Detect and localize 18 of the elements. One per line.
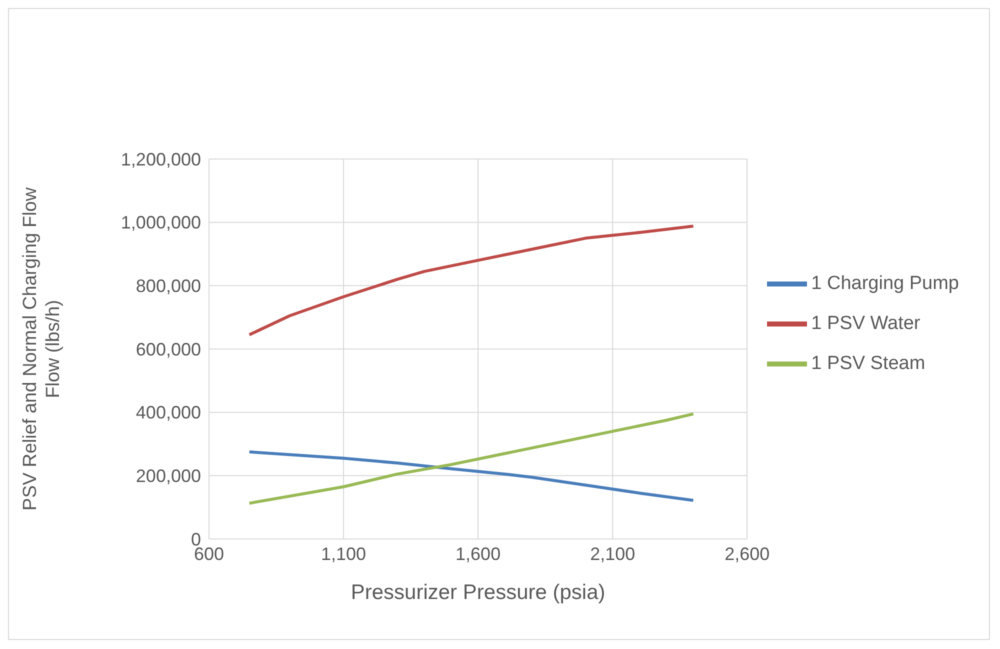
y-tick-label: 200,000	[136, 466, 201, 486]
x-tick-label: 2,600	[724, 544, 770, 564]
y-tick-label: 600,000	[136, 339, 201, 360]
x-tick-label: 1,100	[321, 544, 366, 564]
y-tick-label: 1,000,000	[120, 212, 201, 233]
line-series	[248, 450, 695, 502]
y-tick-label: 800,000	[136, 276, 201, 296]
line-series	[248, 412, 695, 505]
x-axis-title: Pressurizer Pressure (psia)	[350, 581, 606, 604]
x-tick-label: 2,100	[590, 544, 636, 564]
legend-label: 1 PSV Steam	[811, 353, 926, 374]
x-tick-label: 1,600	[456, 544, 501, 564]
y-tick-label: 1,200,000	[120, 149, 201, 170]
y-tick-label: 400,000	[136, 402, 201, 423]
legend-label: 1 PSV Water	[811, 313, 920, 334]
y-axis-title: PSV Relief and Normal Charging Flow Flow (lbs/h)	[20, 187, 64, 511]
legend-label: 1 Charging Pump	[811, 273, 959, 294]
line-series	[248, 224, 695, 336]
